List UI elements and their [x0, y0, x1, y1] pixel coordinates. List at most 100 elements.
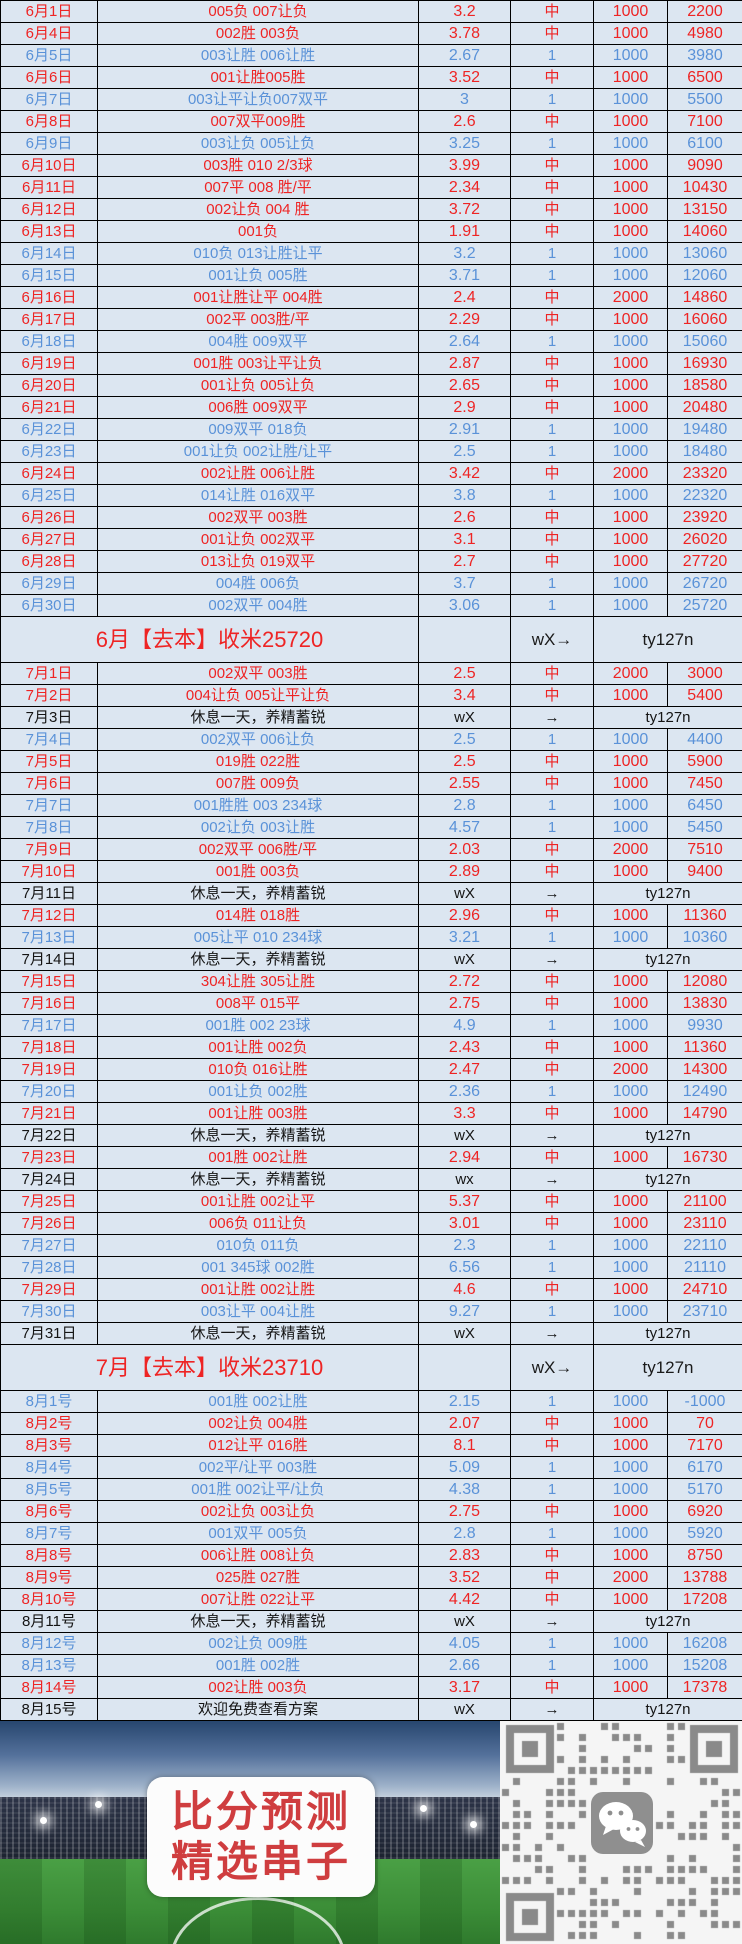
stake-cell: 1000	[594, 1413, 668, 1435]
stake-cell: 1000	[594, 685, 668, 707]
result-cell: 中	[511, 1191, 594, 1213]
prediction-cell: 欢迎免费查看方案	[98, 1699, 419, 1721]
prediction-cell: 014胜 018胜	[98, 905, 419, 927]
prediction-cell: 005让平 010 234球	[98, 927, 419, 949]
result-cell: 中	[511, 1413, 594, 1435]
prediction-cell: 004让负 005让平让负	[98, 685, 419, 707]
prediction-cell: 001让胜005胜	[98, 67, 419, 89]
stake-cell: 1000	[594, 1633, 668, 1655]
date-cell: 6月1日	[1, 1, 98, 23]
stake-cell: 2000	[594, 663, 668, 685]
result-cell: 1	[511, 133, 594, 155]
stake-cell: 1000	[594, 1015, 668, 1037]
odds-cell: 2.66	[419, 1655, 511, 1677]
result-cell: 1	[511, 441, 594, 463]
prediction-cell: 010负 013让胜让平	[98, 243, 419, 265]
date-cell: 8月2号	[1, 1413, 98, 1435]
stake-cell: 1000	[594, 1191, 668, 1213]
prediction-cell: 002让负 009胜	[98, 1633, 419, 1655]
odds-cell: wX	[419, 949, 511, 971]
prediction-cell: 013让负 019双平	[98, 551, 419, 573]
odds-cell: 3.71	[419, 265, 511, 287]
odds-cell: 2.8	[419, 1523, 511, 1545]
odds-cell: 5.37	[419, 1191, 511, 1213]
prediction-cell: 003让平让负007双平	[98, 89, 419, 111]
odds-cell: 2.67	[419, 45, 511, 67]
total-cell: 8750	[668, 1545, 742, 1567]
prediction-cell: 001让负 005让负	[98, 375, 419, 397]
odds-cell: wX	[419, 1699, 511, 1721]
date-cell: 7月6日	[1, 773, 98, 795]
result-cell: 中	[511, 1037, 594, 1059]
result-cell: 中	[511, 663, 594, 685]
result-cell: 中	[511, 971, 594, 993]
date-cell: 7月20日	[1, 1081, 98, 1103]
prediction-cell: 休息一天，养精蓄锐	[98, 1323, 419, 1345]
prediction-cell: 002让负 003让胜	[98, 817, 419, 839]
date-cell: 8月1号	[1, 1391, 98, 1413]
wechat-icon	[590, 1791, 654, 1855]
result-cell: 中	[511, 839, 594, 861]
total-cell: ty127n	[594, 1323, 742, 1345]
odds-cell: 2.64	[419, 331, 511, 353]
prediction-cell: 001胜 002让胜	[98, 1147, 419, 1169]
result-cell: 中	[511, 1279, 594, 1301]
stake-cell: 1000	[594, 375, 668, 397]
total-cell: 70	[668, 1413, 742, 1435]
result-cell: 1	[511, 1015, 594, 1037]
stake-cell: 1000	[594, 1257, 668, 1279]
stake-cell: 1000	[594, 45, 668, 67]
result-cell: 中	[511, 905, 594, 927]
result-cell: 1	[511, 265, 594, 287]
prediction-cell: 休息一天，养精蓄锐	[98, 1611, 419, 1633]
odds-cell: 2.91	[419, 419, 511, 441]
stake-cell: 1000	[594, 441, 668, 463]
prediction-cell: 001让胜 002负	[98, 1037, 419, 1059]
total-cell: 20480	[668, 397, 742, 419]
odds-cell: 3.2	[419, 1, 511, 23]
prediction-cell: 003让负 005让负	[98, 133, 419, 155]
total-cell: 16060	[668, 309, 742, 331]
stake-cell: 1000	[594, 1479, 668, 1501]
odds-cell: 3.42	[419, 463, 511, 485]
date-cell: 6月14日	[1, 243, 98, 265]
result-cell: →	[511, 1611, 594, 1633]
prediction-cell: 001让负 005胜	[98, 265, 419, 287]
date-cell: 7月3日	[1, 707, 98, 729]
odds-cell: 2.4	[419, 287, 511, 309]
result-cell: 中	[511, 397, 594, 419]
prediction-cell: 002让负 004 胜	[98, 199, 419, 221]
result-cell: 中	[511, 375, 594, 397]
date-cell: 7月13日	[1, 927, 98, 949]
prediction-cell: 001让负 002胜	[98, 1081, 419, 1103]
result-cell: 中	[511, 1, 594, 23]
stake-cell: 1000	[594, 1545, 668, 1567]
total-cell: 17378	[668, 1677, 742, 1699]
stake-cell: 1000	[594, 221, 668, 243]
date-cell: 7月31日	[1, 1323, 98, 1345]
total-cell: 4980	[668, 23, 742, 45]
date-cell: 7月28日	[1, 1257, 98, 1279]
